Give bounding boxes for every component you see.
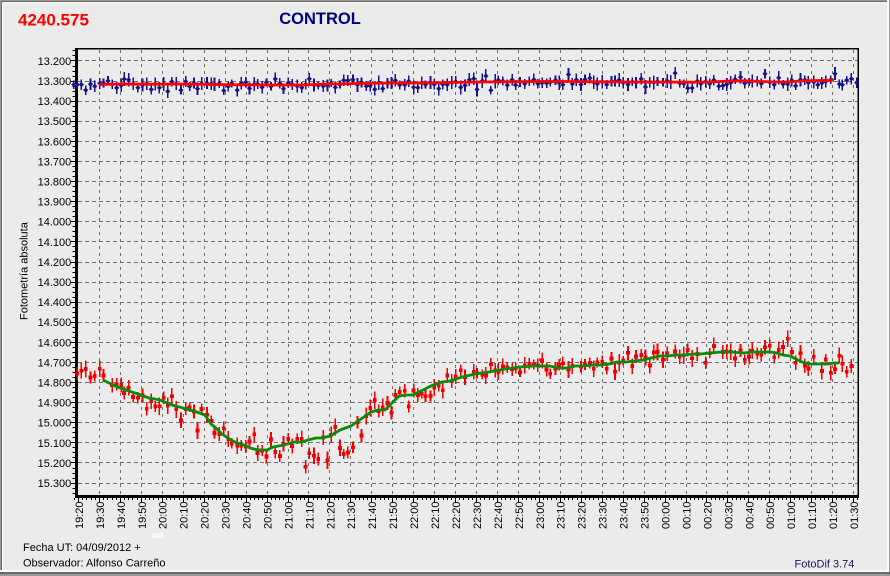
svg-text:13.900: 13.900 (38, 197, 72, 209)
svg-text:13.700: 13.700 (38, 156, 72, 168)
svg-text:13.400: 13.400 (38, 96, 72, 108)
svg-text:21:30: 21:30 (346, 502, 358, 530)
svg-text:14.300: 14.300 (38, 277, 72, 289)
svg-text:CONTROL: CONTROL (279, 10, 361, 28)
svg-text:23:50: 23:50 (640, 502, 652, 530)
svg-text:14.400: 14.400 (38, 297, 72, 309)
svg-text:23:40: 23:40 (619, 502, 631, 530)
svg-text:20:40: 20:40 (242, 502, 254, 530)
svg-text:FotoDif 3.74: FotoDif 3.74 (795, 559, 855, 571)
svg-text:00:10: 00:10 (681, 502, 693, 530)
svg-text:15.200: 15.200 (38, 458, 72, 470)
svg-text:15.100: 15.100 (38, 438, 72, 450)
svg-text:01:10: 01:10 (807, 502, 819, 530)
svg-text:19:50: 19:50 (137, 502, 149, 530)
svg-text:15.000: 15.000 (38, 418, 72, 430)
svg-text:Fecha UT: 04/09/2012 +: Fecha UT: 04/09/2012 + (23, 542, 141, 554)
svg-text:14.600: 14.600 (38, 337, 72, 349)
svg-text:22:50: 22:50 (514, 502, 526, 530)
svg-text:22:30: 22:30 (472, 502, 484, 530)
svg-text:14.800: 14.800 (38, 378, 72, 390)
svg-text:19:30: 19:30 (95, 502, 107, 530)
svg-text:4240.575: 4240.575 (18, 11, 89, 30)
svg-text:Observador: Alfonso Carreño: Observador: Alfonso Carreño (23, 558, 165, 570)
svg-text:15.300: 15.300 (38, 478, 72, 490)
svg-text:20:00: 20:00 (158, 502, 170, 530)
svg-text:21:40: 21:40 (367, 502, 379, 530)
svg-text:20:50: 20:50 (262, 502, 274, 530)
svg-text:00:30: 00:30 (723, 502, 735, 530)
svg-text:13.300: 13.300 (38, 76, 72, 88)
svg-text:22:40: 22:40 (493, 502, 505, 530)
svg-text:23:20: 23:20 (577, 502, 589, 530)
svg-text:20:20: 20:20 (200, 502, 212, 530)
svg-text:21:10: 21:10 (304, 502, 316, 530)
svg-text:21:20: 21:20 (325, 502, 337, 530)
svg-text:23:10: 23:10 (556, 502, 568, 530)
svg-text:00:40: 00:40 (744, 502, 756, 530)
svg-text:13.500: 13.500 (38, 116, 72, 128)
svg-text:20:10: 20:10 (179, 502, 191, 530)
svg-text:20:30: 20:30 (221, 502, 233, 530)
svg-text:13.600: 13.600 (38, 136, 72, 148)
svg-text:13.200: 13.200 (38, 56, 72, 68)
svg-text:23:30: 23:30 (598, 502, 610, 530)
svg-text:21:50: 21:50 (388, 502, 400, 530)
svg-text:Fotometría absoluta: Fotometría absoluta (19, 221, 31, 320)
svg-text:14.100: 14.100 (38, 237, 72, 249)
svg-text:14.500: 14.500 (38, 317, 72, 329)
svg-text:22:20: 22:20 (451, 502, 463, 530)
svg-text:19:40: 19:40 (116, 502, 128, 530)
svg-text:00:50: 00:50 (765, 502, 777, 530)
svg-text:01:30: 01:30 (849, 502, 861, 530)
svg-text:00:00: 00:00 (661, 502, 673, 530)
svg-text:23:00: 23:00 (535, 502, 547, 530)
svg-text:21:00: 21:00 (283, 502, 295, 530)
svg-text:14.700: 14.700 (38, 357, 72, 369)
svg-text:14.200: 14.200 (38, 257, 72, 269)
svg-text:13.800: 13.800 (38, 177, 72, 189)
svg-text:19:20: 19:20 (74, 502, 86, 530)
svg-text:22:10: 22:10 (430, 502, 442, 530)
svg-text:00:20: 00:20 (702, 502, 714, 530)
svg-text:01:00: 01:00 (786, 502, 798, 530)
svg-text:22:00: 22:00 (409, 502, 421, 530)
svg-text:14.900: 14.900 (38, 398, 72, 410)
svg-text:14.000: 14.000 (38, 217, 72, 229)
svg-text:01:20: 01:20 (828, 502, 840, 530)
